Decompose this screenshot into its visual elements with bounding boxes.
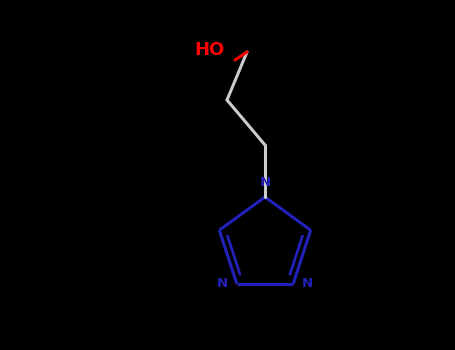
Text: HO: HO — [194, 41, 224, 59]
Text: N: N — [259, 176, 271, 189]
Text: N: N — [302, 277, 313, 290]
Text: N: N — [217, 277, 228, 290]
